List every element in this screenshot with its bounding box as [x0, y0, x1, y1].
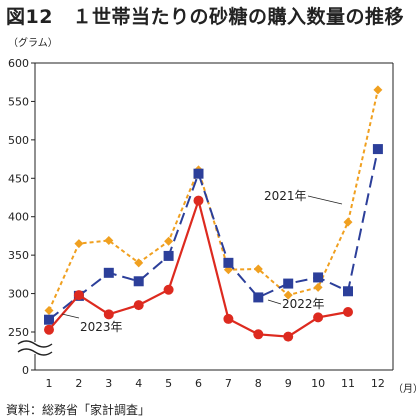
data-point-diamond: [313, 282, 323, 292]
x-tick-label: 4: [135, 377, 142, 390]
y-tick-label: 250: [8, 326, 29, 339]
data-point-circle: [283, 331, 294, 342]
data-point-circle: [193, 195, 204, 206]
x-tick-label: 10: [311, 377, 325, 390]
chart-title: 図12 １世帯当たりの砂糖の購入数量の推移: [6, 6, 404, 28]
data-point-square: [372, 144, 383, 155]
series-line-1: [48, 89, 379, 311]
data-point-diamond: [104, 236, 114, 246]
data-point-circle: [73, 290, 84, 301]
data-point-square: [103, 267, 114, 278]
y-tick-label: 350: [8, 249, 29, 262]
leader-line-2022: [267, 299, 282, 305]
x-tick-label: 11: [341, 377, 355, 390]
data-point-circle: [223, 313, 234, 324]
data-point-square: [253, 292, 264, 303]
x-tick-label: 1: [46, 377, 53, 390]
data-point-diamond: [343, 217, 353, 227]
x-tick-label: 9: [285, 377, 292, 390]
axis-break-wave: [17, 348, 53, 356]
data-point-circle: [313, 312, 324, 323]
leader-line-2023: [61, 313, 80, 319]
data-point-circle: [253, 329, 264, 340]
data-point-circle: [103, 309, 114, 320]
data-point-circle: [44, 324, 54, 335]
y-tick-label: 500: [8, 134, 29, 147]
data-point-square: [343, 286, 353, 297]
series-layer: [44, 85, 383, 342]
y-tick-label: 600: [8, 57, 29, 70]
series-line-2: [48, 148, 379, 321]
series-line-3: [48, 196, 349, 338]
y-tick-label: 450: [8, 172, 29, 185]
data-point-square: [193, 168, 204, 179]
source-note: 資料：総務省「家計調査」: [6, 403, 151, 417]
y-tick-label: 400: [8, 211, 29, 224]
label-2023: 2023年: [80, 320, 123, 334]
data-point-square: [313, 272, 324, 283]
label-2021: 2021年: [264, 189, 307, 203]
axis-break-wave: [17, 340, 53, 348]
data-point-diamond: [44, 305, 54, 315]
data-point-diamond: [164, 236, 174, 246]
data-point-square: [163, 250, 174, 261]
data-point-circle: [163, 284, 174, 295]
data-point-circle: [343, 307, 353, 318]
x-tick-label: 3: [105, 377, 112, 390]
x-tick-label: 5: [165, 377, 172, 390]
y-tick-label: 300: [8, 288, 29, 301]
y-tick-label: 0: [22, 364, 29, 377]
annotation-layer: 2021年 2022年 2023年: [61, 189, 343, 334]
x-axis-unit: （月）: [393, 384, 420, 395]
x-tick-label: 6: [195, 377, 202, 390]
data-point-square: [133, 276, 144, 287]
label-2022: 2022年: [282, 297, 325, 311]
data-point-circle: [133, 300, 144, 311]
axis-break-mask: [18, 342, 52, 354]
data-point-diamond: [253, 264, 263, 274]
y-axis-unit: （グラム）: [8, 38, 58, 49]
data-point-diamond: [74, 239, 84, 249]
y-tick-label: 550: [8, 95, 29, 108]
data-point-diamond: [373, 85, 383, 95]
leader-line-2021: [307, 195, 343, 205]
data-point-square: [283, 278, 294, 289]
x-tick-label: 2: [75, 377, 82, 390]
data-point-square: [223, 257, 234, 268]
x-tick-label: 8: [255, 377, 262, 390]
x-tick-label: 7: [225, 377, 232, 390]
data-point-square: [44, 314, 54, 325]
data-point-diamond: [283, 290, 293, 300]
x-tick-label: 12: [371, 377, 385, 390]
data-point-diamond: [134, 258, 144, 268]
